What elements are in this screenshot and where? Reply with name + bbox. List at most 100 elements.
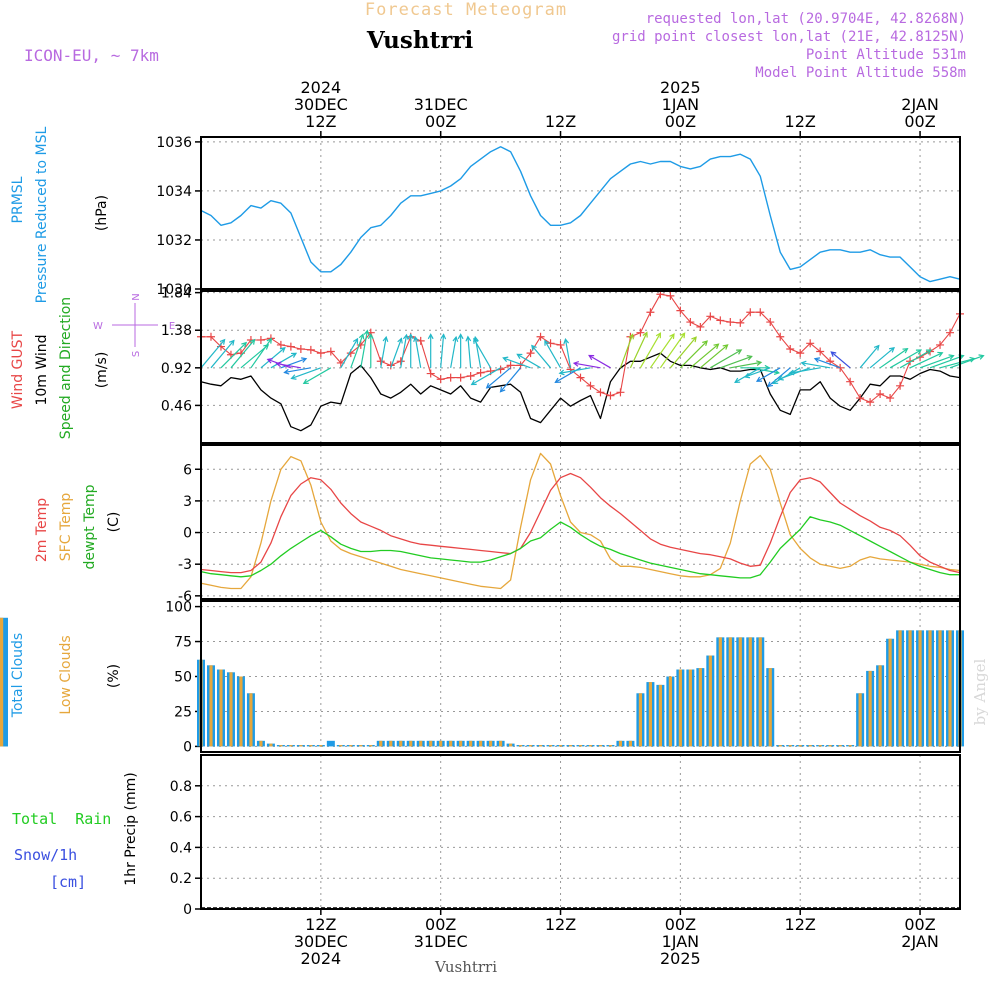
gust-marker <box>316 349 325 358</box>
temp-label: 2m Temp <box>34 498 50 562</box>
gust-marker <box>276 340 285 349</box>
wind-arrow <box>619 334 634 369</box>
wind-arrow <box>669 336 697 369</box>
wind-arrow <box>471 367 501 386</box>
wind-arrow-head <box>263 344 270 350</box>
low-cloud-bar <box>369 745 373 747</box>
wind-arrow <box>276 362 301 369</box>
top-time-label: 1JAN <box>662 95 700 114</box>
low-cloud-bar <box>858 693 862 747</box>
wind-y-axis: 0.46 0.92 1.38 1.84 <box>161 286 960 414</box>
bottom-time-label: 2JAN <box>901 932 939 951</box>
wind-arrow <box>414 336 422 368</box>
gust-marker <box>306 345 315 354</box>
pressure-y-axis: 1030 1032 1034 1036 <box>156 135 960 298</box>
pressure-unit: (hPa) <box>94 195 110 231</box>
gust-marker <box>636 328 645 337</box>
gust-marker <box>706 312 715 321</box>
wind-arrow <box>659 332 686 369</box>
wind-arrow-head <box>937 351 944 358</box>
wind-arrow-head <box>755 376 763 382</box>
gust-marker <box>426 369 435 378</box>
wind-arrow <box>772 367 801 384</box>
wind-arrow-head <box>363 329 370 336</box>
wind-arrow-head <box>283 368 290 375</box>
gust-marker <box>586 381 595 390</box>
wind-frame <box>200 290 961 444</box>
gust-marker <box>666 291 675 300</box>
low-cloud-bar <box>359 745 363 747</box>
wind-arrow <box>801 362 831 369</box>
wind-arrow-head <box>713 343 720 350</box>
gust-marker <box>896 381 905 390</box>
low-cloud-bar <box>708 655 712 747</box>
pressure-panel: PRMSL Pressure Reduced to MSL (hPa) <box>10 126 110 303</box>
wind-arrow <box>564 339 572 368</box>
wind-arrow <box>500 367 522 393</box>
bottom-time-label: 12Z <box>545 915 576 934</box>
y-tick-label: 1032 <box>156 233 192 249</box>
wind-arrow <box>250 338 272 369</box>
wind-arrow-head <box>358 333 365 340</box>
wind-arrow <box>531 345 551 369</box>
snow-label: Snow/1h <box>14 846 77 864</box>
wind-arrow <box>689 343 719 369</box>
low-cloud-bar <box>429 740 433 747</box>
wind-arrow <box>380 336 387 368</box>
wind-arrow <box>284 367 311 374</box>
wind-arrow-head <box>830 351 837 357</box>
low-cloud-bar <box>229 672 233 747</box>
clouds-y-axis: 0 25 50 75 100 <box>165 600 960 755</box>
bottom-time-label: 30DEC <box>294 932 348 951</box>
wind-arrow <box>517 353 541 369</box>
y-tick-label: 0.2 <box>170 871 192 887</box>
sfc-temp-line <box>200 452 961 590</box>
wind-arrow-head <box>302 378 309 385</box>
wind-arrow <box>789 367 821 374</box>
y-tick-label: 0.46 <box>161 398 192 414</box>
wind-arrow-head <box>669 333 675 340</box>
top-time-label: 00Z <box>904 112 935 131</box>
y-tick-label: 0.92 <box>161 361 192 377</box>
product-title: Forecast Meteogram <box>365 0 567 20</box>
wind-arrow <box>230 339 256 369</box>
low-cloud-bar <box>838 745 842 747</box>
wind-arrow <box>830 351 851 369</box>
low-cloud-bar <box>608 745 613 747</box>
precip-y-axis: 0 0.2 0.4 0.6 0.8 <box>170 779 960 918</box>
wind-arrow <box>699 344 728 369</box>
y-tick-label: 25 <box>174 704 192 720</box>
wind-arrow <box>340 338 359 369</box>
wind-arrow-head <box>902 347 909 354</box>
low-cloud-bar <box>459 740 463 747</box>
low-cloud-bar <box>618 740 623 747</box>
low-cloud-bar <box>848 745 852 747</box>
wind-arrow-head <box>746 355 753 361</box>
temp-grid <box>320 445 921 599</box>
top-time-label: 12Z <box>305 112 336 131</box>
bottom-time-label: 12Z <box>785 915 816 934</box>
footer-location: Vushtrri <box>434 958 497 976</box>
wind-arrow-head <box>558 369 565 376</box>
low-cloud-bar <box>598 745 603 747</box>
gust-marker <box>906 357 915 366</box>
temp-2m-line <box>200 472 961 574</box>
low-cloud-bar <box>588 745 593 747</box>
gust-marker <box>436 375 445 384</box>
wind-arrow-head <box>266 337 273 344</box>
wind-arrow <box>744 367 771 378</box>
low-cloud-bar <box>0 617 4 747</box>
rain-label: Total Rain <box>12 810 111 828</box>
wind-arrow-head <box>788 369 795 376</box>
total-cloud-bar <box>0 617 8 747</box>
y-tick-label: 1030 <box>156 282 192 298</box>
wind-arrow <box>767 367 791 387</box>
pressure-label-2: Pressure Reduced to MSL <box>34 126 50 303</box>
wind-arrow <box>440 334 445 368</box>
gust-marker <box>596 388 605 397</box>
pressure-line <box>200 146 961 283</box>
clouds-grid <box>320 601 921 752</box>
top-time-label: 00Z <box>425 112 456 131</box>
